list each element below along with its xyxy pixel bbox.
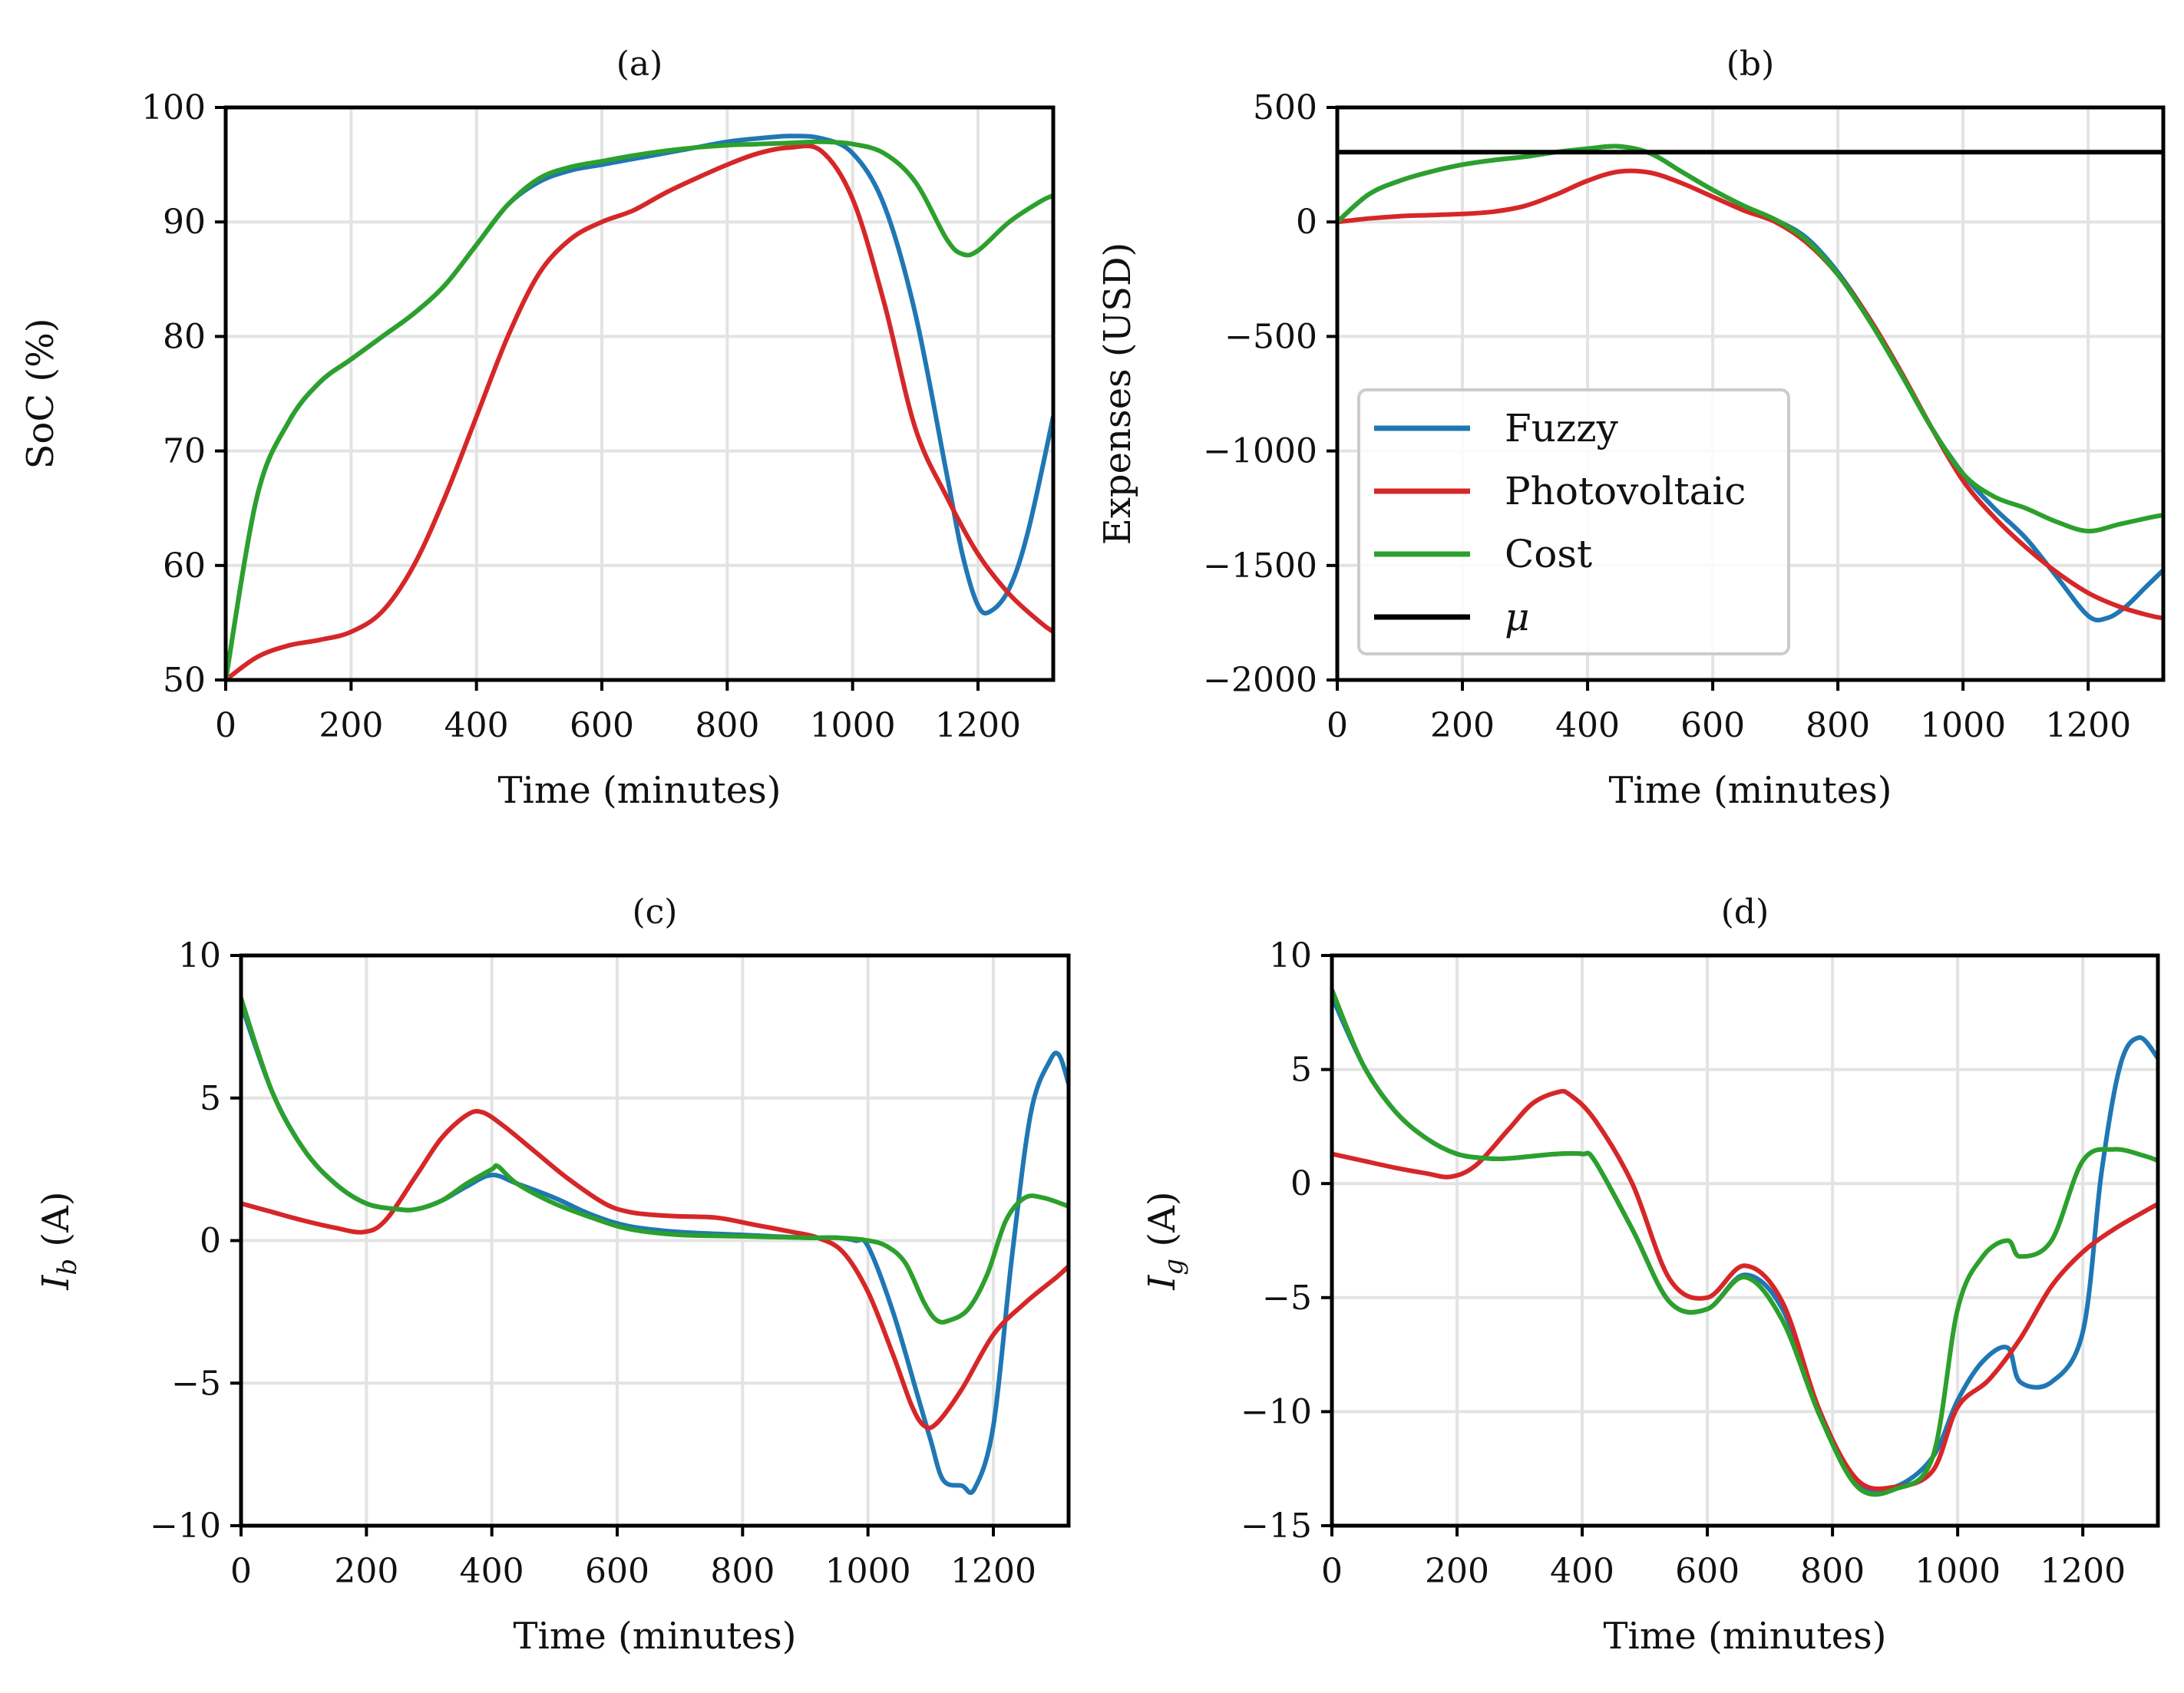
- legend-label-mu: μ: [1505, 595, 1530, 639]
- y-tick-label: 90: [163, 203, 206, 242]
- y-tick-label: 0: [1296, 203, 1317, 242]
- x-tick-label: 400: [444, 706, 509, 745]
- series-line-photovoltaic: [1332, 1088, 2158, 1491]
- y-tick-label: −15: [1241, 1507, 1312, 1546]
- axes-frame: [1335, 105, 2166, 682]
- y-tick-label: 0: [1290, 1164, 1312, 1203]
- series-line-cost: [241, 995, 1069, 1325]
- y-tick-label: 80: [163, 317, 206, 356]
- series-group: [241, 995, 1069, 1495]
- y-tick-label: 70: [163, 432, 206, 471]
- y-label-unit: (A): [35, 1191, 78, 1258]
- panel-title: (b): [1726, 45, 1775, 84]
- x-tick-label: 800: [1806, 706, 1870, 745]
- x-tick-label: 0: [1327, 706, 1348, 745]
- x-tick-label: 600: [570, 706, 634, 745]
- x-axis-label: Time (minutes): [1603, 1615, 1886, 1658]
- axes-frame: [223, 105, 1056, 682]
- series-group: [226, 134, 1053, 680]
- x-tick-label: 800: [1800, 1552, 1865, 1591]
- legend: Fuzzy Photovoltaic Cost μ: [1357, 388, 1790, 655]
- x-tick-label: 600: [1675, 1552, 1740, 1591]
- x-tick-label: 1200: [2045, 706, 2131, 745]
- x-tick-label: 400: [1550, 1552, 1614, 1591]
- panel-a: (a) 0 200 400 600 800 1000 1200 50 60 70 80 90 100 Tim…: [19, 45, 1056, 812]
- panel-b: (b) 0 200 400 600 800 1000 1200 −2000 −1500 −1000 −…: [1096, 45, 2166, 812]
- x-tick-label: 200: [319, 706, 383, 745]
- x-tick-label: 0: [215, 706, 236, 745]
- y-tick-label: 5: [1290, 1051, 1312, 1090]
- series-line-cost: [1332, 987, 2158, 1497]
- legend-box: [1357, 388, 1790, 655]
- y-label-unit: (A): [1141, 1191, 1184, 1258]
- x-axis-label: Time (minutes): [497, 769, 781, 812]
- panel-title: (c): [633, 893, 678, 932]
- y-tick-label: −5: [1262, 1279, 1312, 1318]
- y-tick-label: 60: [163, 546, 206, 586]
- x-tick-label: 1200: [935, 706, 1021, 745]
- legend-label-fuzzy: Fuzzy: [1505, 406, 1619, 450]
- y-axis-label: SoC (%): [19, 318, 62, 470]
- y-label-symbol: I: [35, 1275, 78, 1291]
- x-tick-label: 1000: [1920, 706, 2006, 745]
- y-tick-label: −10: [150, 1507, 221, 1546]
- series-line-photovoltaic: [241, 1108, 1069, 1431]
- series-group: [1332, 987, 2158, 1497]
- x-tick-label: 1000: [825, 1552, 911, 1591]
- series-line-photovoltaic: [226, 144, 1053, 680]
- y-tick-label: 0: [200, 1222, 221, 1261]
- y-label-subscript: g: [1158, 1259, 1189, 1276]
- y-label-subscript: b: [52, 1259, 83, 1276]
- y-tick-label: −2000: [1203, 661, 1317, 700]
- y-tick-label: −10: [1241, 1392, 1312, 1431]
- y-axis-label: Expenses (USD): [1096, 243, 1139, 545]
- x-tick-label: 600: [585, 1552, 649, 1591]
- x-tick-label: 800: [710, 1552, 775, 1591]
- y-tick-label: −500: [1224, 317, 1317, 356]
- x-tick-label: 800: [695, 706, 759, 745]
- x-tick-label: 1000: [1915, 1552, 2001, 1591]
- y-tick-label: 100: [141, 88, 206, 127]
- series-line-photovoltaic: [1337, 168, 2163, 621]
- y-tick-label: 50: [163, 661, 206, 700]
- x-tick-label: 200: [334, 1552, 398, 1591]
- series-line-cost: [1337, 144, 2163, 534]
- y-tick-label: −1500: [1203, 546, 1317, 586]
- legend-label-cost: Cost: [1505, 532, 1592, 576]
- x-tick-label: 1200: [950, 1552, 1036, 1591]
- x-tick-label: 200: [1430, 706, 1495, 745]
- x-tick-label: 200: [1425, 1552, 1489, 1591]
- legend-label-photovoltaic: Photovoltaic: [1505, 469, 1746, 513]
- panel-d: (d) 0 200 400 600 800 1000 1200 −15 −10 −5 0 5 10 Time…: [1141, 893, 2160, 1658]
- y-tick-label: −1000: [1203, 432, 1317, 471]
- panel-title: (a): [616, 45, 663, 84]
- y-tick-label: 5: [200, 1079, 221, 1118]
- y-tick-label: 10: [178, 936, 221, 975]
- x-tick-label: 0: [230, 1552, 252, 1591]
- y-axis-label: Ig (A): [1141, 1191, 1189, 1290]
- y-tick-label: 10: [1269, 936, 1312, 975]
- x-tick-label: 0: [1321, 1552, 1343, 1591]
- x-tick-label: 1000: [810, 706, 896, 745]
- y-tick-label: 500: [1253, 88, 1317, 127]
- x-tick-label: 400: [460, 1552, 524, 1591]
- panel-c: (c) 0 200 400 600 800 1000 1200 −10 −5 0 5 10 Time (m…: [35, 893, 1071, 1658]
- x-tick-label: 1200: [2040, 1552, 2126, 1591]
- axes-frame: [1330, 953, 2160, 1528]
- y-tick-label: −5: [171, 1364, 221, 1403]
- x-tick-label: 600: [1680, 706, 1745, 745]
- x-axis-label: Time (minutes): [513, 1615, 796, 1658]
- x-axis-label: Time (minutes): [1608, 769, 1892, 812]
- panel-title: (d): [1721, 893, 1769, 932]
- series-line-cost: [226, 139, 1053, 680]
- y-label-symbol: I: [1141, 1275, 1184, 1291]
- y-axis-label: Ib (A): [35, 1191, 83, 1290]
- x-tick-label: 400: [1555, 706, 1620, 745]
- series-group: [1337, 144, 2163, 623]
